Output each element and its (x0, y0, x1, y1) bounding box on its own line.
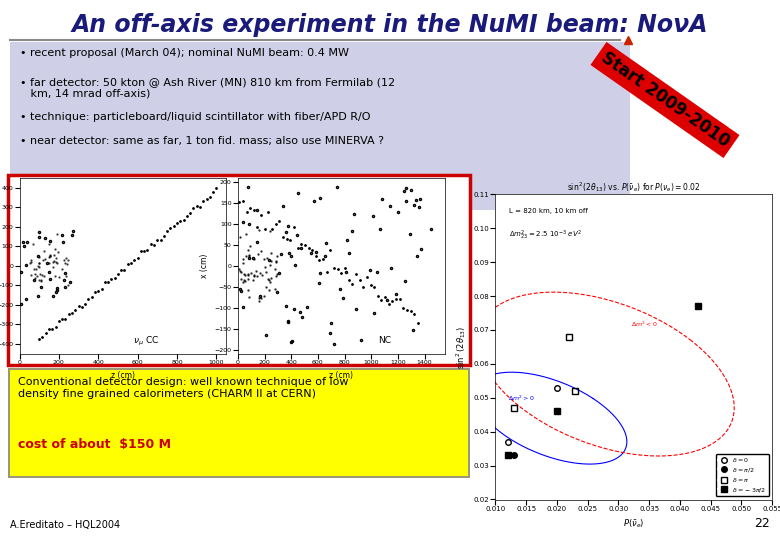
Text: • technique: particleboard/liquid scintillator with fiber/APD R/O: • technique: particleboard/liquid scinti… (20, 112, 370, 122)
Text: $\nu_\mu$ CC: $\nu_\mu$ CC (133, 335, 159, 348)
Text: • near detector: same as far, 1 ton fid. mass; also use MINERVA ?: • near detector: same as far, 1 ton fid.… (20, 136, 384, 146)
Text: A.Ereditato – HQL2004: A.Ereditato – HQL2004 (10, 520, 120, 530)
Text: cost of about  $150 M: cost of about $150 M (18, 438, 171, 451)
Text: • far detector: 50 kton @ Ash River (MN) 810 km from Fermilab (12
   km, 14 mrad: • far detector: 50 kton @ Ash River (MN)… (20, 77, 395, 99)
X-axis label: z (cm): z (cm) (329, 370, 353, 380)
Text: $\Delta m^2 < 0$: $\Delta m^2 < 0$ (631, 320, 658, 329)
Y-axis label: x (cm): x (cm) (200, 254, 209, 278)
Text: Conventional detector design: well known technique of low
density fine grained c: Conventional detector design: well known… (18, 377, 349, 399)
Y-axis label: $\sin^2(2\theta_{13})$: $\sin^2(2\theta_{13})$ (454, 325, 468, 369)
Bar (10, 370, 468, 476)
X-axis label: $P(\bar{\nu}_e)$: $P(\bar{\nu}_e)$ (623, 517, 644, 530)
Bar (8, 368, 470, 478)
Text: L = 820 km, 10 km off: L = 820 km, 10 km off (509, 208, 588, 214)
Text: NC: NC (378, 336, 392, 345)
Bar (8, 175, 470, 365)
Text: An off-axis experiment in the NuMI beam: NoνA: An off-axis experiment in the NuMI beam:… (72, 13, 708, 37)
Text: • recent proposal (March 04); nominal NuMI beam: 0.4 MW: • recent proposal (March 04); nominal Nu… (20, 48, 349, 58)
Text: Start 2009-2010: Start 2009-2010 (597, 49, 732, 151)
Title: $\sin^2(2\theta_{13})$ vs. $P(\bar{\nu}_e)$ for $P(\nu_e) = 0.02$: $\sin^2(2\theta_{13})$ vs. $P(\bar{\nu}_… (567, 180, 700, 194)
Legend: $\delta = 0$, $\delta = \pi/2$, $\delta = \pi$, $\delta = -3\pi/2$: $\delta = 0$, $\delta = \pi/2$, $\delta … (715, 454, 769, 496)
Bar (10, 42, 630, 210)
Text: $\Delta m^2 > 0$: $\Delta m^2 > 0$ (508, 394, 534, 403)
Text: $\Delta m_{23}^2 = 2.5\ 10^{-3}\ eV^2$: $\Delta m_{23}^2 = 2.5\ 10^{-3}\ eV^2$ (509, 228, 582, 241)
Text: 22: 22 (754, 517, 770, 530)
X-axis label: z (cm): z (cm) (111, 370, 135, 380)
